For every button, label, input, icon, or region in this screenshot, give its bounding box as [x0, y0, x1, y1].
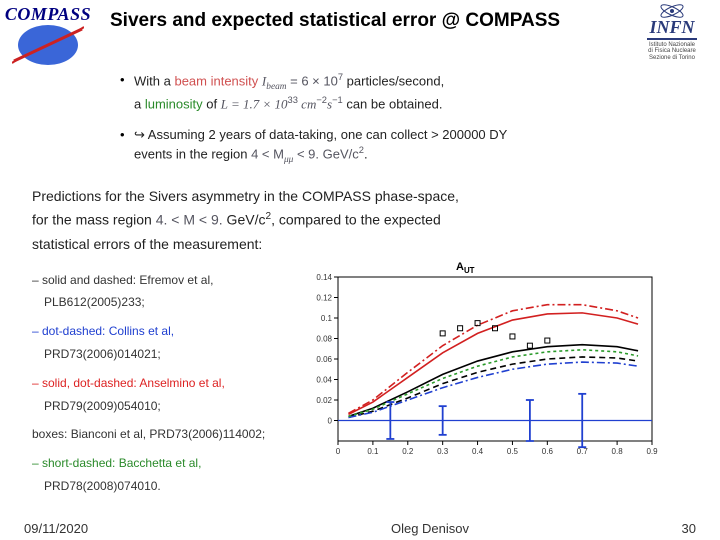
svg-text:0.7: 0.7 [577, 447, 589, 456]
pred-l2m: 4. < M < 9. [156, 212, 223, 228]
svg-text:0.04: 0.04 [316, 375, 332, 384]
svg-text:0.8: 0.8 [612, 447, 624, 456]
b2-mid: of [203, 96, 221, 111]
bullet-2: • ↪ Assuming 2 years of data-taking, one… [120, 126, 692, 166]
svg-text:0.9: 0.9 [646, 447, 658, 456]
ref2a: – dot-dashed: Collins et al, [32, 324, 174, 338]
svg-text:0: 0 [328, 416, 333, 425]
b1-val: = 6 × 10 [287, 73, 338, 88]
infn-sub3: Sezione di Torino [632, 55, 712, 62]
pred-l2a: for the mass region [32, 212, 156, 228]
chart-ylabel: AUT [456, 261, 475, 275]
b1-sub: beam [266, 82, 286, 92]
bullet-1: • With a beam intensity Ibeam = 6 × 107 … [120, 71, 692, 112]
ref5a: – short-dashed: Bacchetta et al, [32, 456, 201, 470]
svg-text:0.14: 0.14 [316, 273, 332, 282]
ref5b: PRD78(2008)074010. [44, 479, 161, 493]
ref1a: – solid and dashed: Efremov et al, [32, 273, 213, 287]
ref-1: – solid and dashed: Efremov et al, PLB61… [32, 269, 302, 315]
infn-sub1: Istituto Nazionale [632, 42, 712, 49]
ref2b: PRD73(2006)014021; [44, 347, 161, 361]
ref-4: boxes: Bianconi et al, PRD73(2006)114002… [32, 423, 302, 446]
ref-5: – short-dashed: Bacchetta et al, PRD78(2… [32, 452, 302, 498]
b2-ube: −1 [332, 95, 343, 105]
b4-math: 4 < M [251, 146, 284, 161]
b2-post: can be obtained. [343, 96, 443, 111]
infn-mark: INFN [647, 18, 696, 40]
lower-row: – solid and dashed: Efremov et al, PLB61… [0, 257, 720, 498]
references: – solid and dashed: Efremov et al, PLB61… [32, 263, 302, 498]
ref4a: boxes: Bianconi et al, PRD73(2006)114002… [32, 427, 265, 441]
ref3a: – solid, dot-dashed: Anselmino et al, [32, 376, 225, 390]
footer-date: 09/11/2020 [24, 521, 224, 536]
svg-text:0.1: 0.1 [321, 314, 333, 323]
compass-word: COMPASS [4, 4, 92, 25]
chart-container: AUT 0 0.1 0.2 0.3 0.4 0.5 0.6 0.7 0.8 0.9 0 0.02 0.0… [302, 263, 700, 498]
compass-logo: COMPASS [4, 4, 92, 69]
ref-3: – solid, dot-dashed: Anselmino et al, PR… [32, 372, 302, 418]
pred-l2c: , compared to the expected [271, 212, 441, 228]
header: COMPASS Sivers and expected statistical … [0, 0, 720, 69]
svg-text:0.4: 0.4 [472, 447, 484, 456]
svg-text:0.02: 0.02 [316, 396, 332, 405]
b4-sub: μμ [284, 155, 293, 165]
compass-icon [12, 21, 84, 69]
b2-pre: a [134, 96, 145, 111]
b2-exp: 33 [288, 95, 298, 105]
pred-l2b: GeV/c [223, 212, 266, 228]
b1-post: particles/second, [343, 73, 444, 88]
b2-uae: −2 [316, 95, 327, 105]
predictions-text: Predictions for the Sivers asymmetry in … [0, 167, 720, 257]
svg-text:0: 0 [336, 447, 341, 456]
b4-pre: events in the region [134, 146, 251, 161]
svg-text:0.12: 0.12 [316, 293, 332, 302]
footer-page: 30 [636, 521, 696, 536]
footer: 09/11/2020 Oleg Denisov 30 [0, 521, 720, 536]
b3-text: Assuming 2 years of data-taking, one can… [145, 127, 507, 142]
svg-text:0.1: 0.1 [367, 447, 379, 456]
page-title: Sivers and expected statistical error @ … [92, 4, 632, 32]
b2-lum: luminosity [145, 96, 203, 111]
infn-logo: INFN Istituto Nazionale di Fisica Nuclea… [632, 4, 712, 62]
infn-sub2: di Fisica Nucleare [632, 48, 712, 55]
svg-text:0.2: 0.2 [402, 447, 414, 456]
pred-l1: Predictions for the Sivers asymmetry in … [32, 185, 696, 209]
svg-text:0.06: 0.06 [316, 355, 332, 364]
b2-eq: L = 1.7 × 10 [221, 96, 288, 111]
svg-text:0.5: 0.5 [507, 447, 519, 456]
ref1b: PLB612(2005)233; [44, 295, 145, 309]
sivers-chart: 0 0.1 0.2 0.3 0.4 0.5 0.6 0.7 0.8 0.9 0 0.02 0.04 0.0… [302, 263, 662, 463]
footer-author: Oleg Denisov [224, 521, 636, 536]
b4-post: < 9. GeV/c [293, 146, 358, 161]
b3-hook: ↪ [134, 127, 145, 142]
b2-ua: cm [298, 96, 316, 111]
b1-beam: beam intensity [174, 73, 258, 88]
ref-2: – dot-dashed: Collins et al, PRD73(2006)… [32, 320, 302, 366]
b1-pre: With a [134, 73, 174, 88]
svg-text:0.6: 0.6 [542, 447, 554, 456]
content-bullets: • With a beam intensity Ibeam = 6 × 107 … [0, 71, 720, 167]
pred-l3: statistical errors of the measurement: [32, 233, 696, 257]
svg-text:0.08: 0.08 [316, 334, 332, 343]
infn-icon [659, 4, 685, 18]
svg-text:0.3: 0.3 [437, 447, 449, 456]
ref3b: PRD79(2009)054010; [44, 399, 161, 413]
b4-dot: . [364, 146, 368, 161]
